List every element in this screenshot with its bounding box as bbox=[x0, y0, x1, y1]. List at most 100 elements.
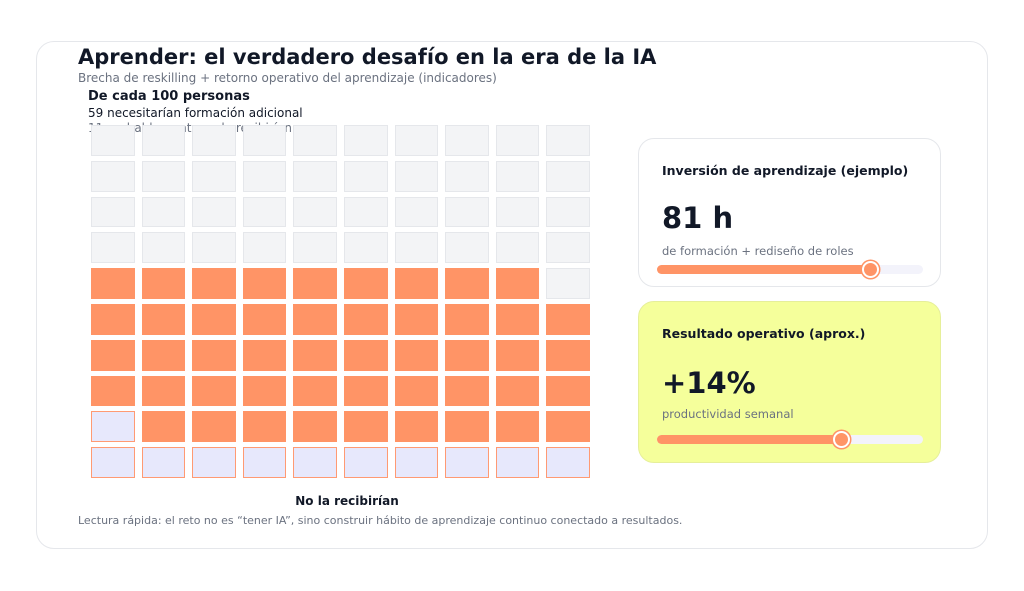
kpi-title: Resultado operativo (aprox.) bbox=[662, 326, 866, 341]
kpi-value: +14% bbox=[662, 366, 756, 400]
waffle-cell-receive bbox=[343, 411, 388, 443]
waffle-cell-other bbox=[293, 232, 337, 264]
waffle-cell-receive bbox=[394, 375, 439, 407]
kpi-progress-knob bbox=[861, 261, 879, 278]
waffle-cell-receive bbox=[192, 339, 236, 371]
waffle-cell-other bbox=[445, 196, 489, 228]
waffle-cell-receive bbox=[91, 268, 135, 299]
waffle-cell-other bbox=[192, 160, 236, 192]
kpi-progress-fill bbox=[657, 435, 841, 444]
waffle-cell-receive bbox=[293, 268, 337, 299]
waffle-cell-receive bbox=[343, 303, 388, 335]
waffle-cell-receive bbox=[343, 375, 388, 407]
waffle-cell-other bbox=[546, 160, 590, 192]
waffle-line-need: 59 necesitarían formación adicional bbox=[88, 106, 303, 120]
kpi-card-investment: Inversión de aprendizaje (ejemplo) 81 h … bbox=[638, 138, 941, 287]
page-subtitle: Brecha de reskilling + retorno operativo… bbox=[78, 71, 497, 85]
waffle-cell-receive bbox=[495, 411, 540, 443]
kpi-subtitle: productividad semanal bbox=[662, 407, 794, 421]
waffle-cell-other bbox=[192, 125, 236, 156]
waffle-cell-not-receive bbox=[242, 447, 287, 478]
waffle-bottom-label: No la recibirían bbox=[295, 494, 399, 508]
waffle-cell-receive bbox=[495, 375, 540, 407]
waffle-cell-other bbox=[445, 125, 489, 156]
kpi-progress-knob bbox=[832, 431, 850, 448]
waffle-cell-receive bbox=[91, 375, 135, 407]
waffle-cell-other bbox=[343, 160, 388, 192]
kpi-progress-track bbox=[657, 431, 923, 448]
waffle-cell-other bbox=[242, 160, 287, 192]
waffle-cell-other bbox=[141, 125, 186, 156]
waffle-cell-other bbox=[192, 232, 236, 264]
waffle-cell-receive bbox=[546, 375, 590, 407]
waffle-cell-receive bbox=[91, 303, 135, 335]
waffle-cell-receive bbox=[141, 375, 186, 407]
waffle-cell-not-receive bbox=[91, 447, 135, 478]
waffle-cell-other bbox=[445, 232, 489, 264]
waffle-cell-receive bbox=[445, 303, 489, 335]
waffle-cell-receive bbox=[394, 303, 439, 335]
waffle-cell-other bbox=[343, 125, 388, 156]
waffle-cell-other bbox=[394, 196, 439, 228]
waffle-cell-receive bbox=[192, 268, 236, 299]
waffle-cell-other bbox=[343, 232, 388, 264]
waffle-grid bbox=[91, 125, 590, 478]
waffle-cell-other bbox=[141, 232, 186, 264]
waffle-cell-receive bbox=[192, 411, 236, 443]
waffle-cell-receive bbox=[546, 303, 590, 335]
waffle-cell-receive bbox=[445, 339, 489, 371]
waffle-cell-receive bbox=[192, 303, 236, 335]
waffle-cell-not-receive bbox=[546, 447, 590, 478]
waffle-cell-other bbox=[394, 160, 439, 192]
waffle-cell-other bbox=[141, 196, 186, 228]
waffle-line-not-receive: 11 probablemente no la recibirían bbox=[88, 121, 293, 135]
waffle-cell-receive bbox=[242, 303, 287, 335]
page-title: Aprender: el verdadero desafío en la era… bbox=[78, 45, 657, 69]
waffle-cell-receive bbox=[394, 339, 439, 371]
waffle-cell-receive bbox=[141, 303, 186, 335]
waffle-cell-receive bbox=[242, 375, 287, 407]
waffle-cell-other bbox=[91, 232, 135, 264]
waffle-cell-receive bbox=[343, 339, 388, 371]
waffle-cell-other bbox=[394, 232, 439, 264]
waffle-cell-other bbox=[242, 125, 287, 156]
waffle-cell-receive bbox=[293, 375, 337, 407]
waffle-cell-receive bbox=[495, 268, 540, 299]
waffle-cell-other bbox=[293, 196, 337, 228]
waffle-heading: De cada 100 personas bbox=[88, 89, 250, 104]
waffle-cell-other bbox=[192, 196, 236, 228]
kpi-progress-fill bbox=[657, 265, 870, 274]
waffle-cell-other bbox=[445, 160, 489, 192]
waffle-cell-other bbox=[293, 160, 337, 192]
waffle-cell-receive bbox=[293, 411, 337, 443]
waffle-cell-receive bbox=[343, 268, 388, 299]
kpi-subtitle: de formación + rediseño de roles bbox=[662, 244, 854, 258]
waffle-cell-other bbox=[546, 196, 590, 228]
waffle-cell-other bbox=[495, 232, 540, 264]
waffle-cell-receive bbox=[141, 411, 186, 443]
waffle-cell-receive bbox=[394, 411, 439, 443]
waffle-cell-receive bbox=[242, 411, 287, 443]
waffle-cell-not-receive bbox=[394, 447, 439, 478]
waffle-cell-other bbox=[293, 125, 337, 156]
waffle-cell-receive bbox=[141, 268, 186, 299]
waffle-cell-other bbox=[91, 160, 135, 192]
waffle-cell-other bbox=[141, 160, 186, 192]
waffle-cell-other bbox=[343, 196, 388, 228]
waffle-cell-other bbox=[495, 160, 540, 192]
waffle-cell-receive bbox=[546, 411, 590, 443]
footnote: Lectura rápida: el reto no es “tener IA”… bbox=[78, 514, 683, 527]
waffle-cell-not-receive bbox=[445, 447, 489, 478]
waffle-cell-receive bbox=[242, 339, 287, 371]
waffle-cell-other bbox=[546, 232, 590, 264]
waffle-cell-other bbox=[394, 125, 439, 156]
waffle-cell-not-receive bbox=[141, 447, 186, 478]
waffle-cell-not-receive bbox=[343, 447, 388, 478]
waffle-cell-receive bbox=[495, 303, 540, 335]
kpi-title: Inversión de aprendizaje (ejemplo) bbox=[662, 163, 909, 178]
waffle-cell-receive bbox=[91, 339, 135, 371]
waffle-cell-not-receive bbox=[192, 447, 236, 478]
waffle-cell-not-receive bbox=[293, 447, 337, 478]
waffle-cell-receive bbox=[141, 339, 186, 371]
waffle-cell-receive bbox=[445, 411, 489, 443]
